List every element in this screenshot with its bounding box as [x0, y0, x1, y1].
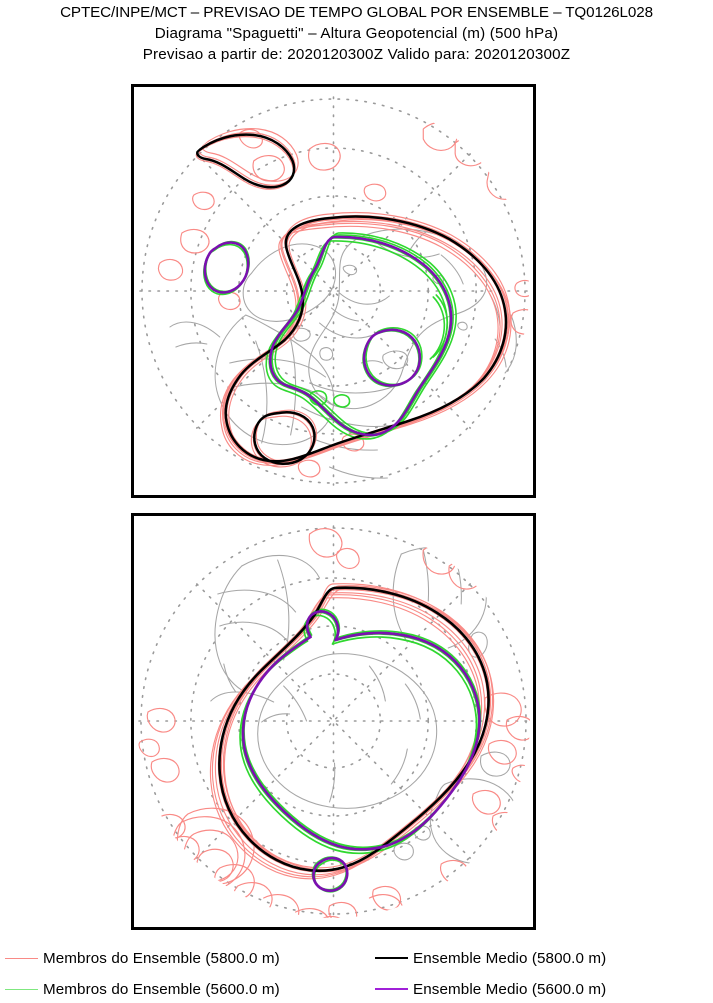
legend-label-members-5600: Membros do Ensemble (5600.0 m) — [43, 980, 280, 998]
ensemble-mean-5600-south — [241, 610, 481, 893]
legend-row-5600: Membros do Ensemble (5600.0 m) Ensemble … — [0, 975, 713, 1003]
northern-hemisphere-map-panel[interactable] — [131, 84, 536, 498]
legend-swatch-members-5800 — [5, 957, 38, 959]
legend-entry-members-5800: Membros do Ensemble (5800.0 m) — [5, 944, 280, 972]
legend-row-5800: Membros do Ensemble (5800.0 m) Ensemble … — [0, 944, 713, 972]
legend-entry-members-5600: Membros do Ensemble (5600.0 m) — [5, 975, 280, 1003]
legend-swatch-mean-5600 — [375, 988, 408, 990]
graticule-meridian-south — [138, 525, 529, 917]
legend-label-mean-5600: Ensemble Medio (5600.0 m) — [413, 980, 607, 998]
title-block: CPTEC/INPE/MCT – PREVISAO DE TEMPO GLOBA… — [0, 0, 713, 65]
legend-entry-mean-5600: Ensemble Medio (5600.0 m) — [375, 975, 606, 1003]
southern-hemisphere-svg — [134, 516, 533, 927]
title-line-variable: Diagrama "Spaguetti" – Altura Geopotenci… — [154, 25, 559, 42]
legend-label-members-5800: Membros do Ensemble (5800.0 m) — [43, 949, 280, 967]
northern-hemisphere-svg — [134, 87, 533, 495]
title-line-times: Previsao a partir de: 2020120300Z Valido… — [142, 46, 571, 63]
title-line-model: CPTEC/INPE/MCT – PREVISAO DE TEMPO GLOBA… — [60, 4, 653, 21]
southern-hemisphere-map-panel[interactable] — [131, 513, 536, 930]
map-background-north — [134, 87, 533, 495]
legend-swatch-mean-5800 — [375, 957, 408, 959]
ensemble-mean-5800-south — [218, 586, 490, 873]
legend: Membros do Ensemble (5800.0 m) Ensemble … — [0, 940, 713, 1001]
legend-entry-mean-5800: Ensemble Medio (5800.0 m) — [375, 944, 606, 972]
coastlines-north — [169, 228, 517, 479]
legend-swatch-members-5600 — [5, 988, 38, 990]
ensemble-mean-5600-north — [203, 235, 453, 437]
legend-label-mean-5800: Ensemble Medio (5800.0 m) — [413, 949, 607, 967]
